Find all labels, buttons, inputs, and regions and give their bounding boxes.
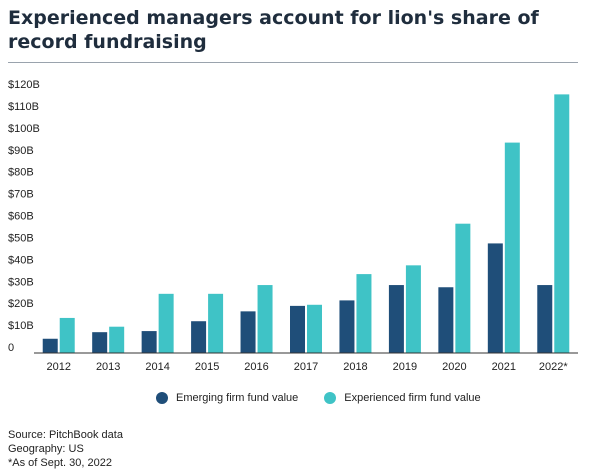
legend-item-experienced: Experienced firm fund value bbox=[324, 392, 481, 404]
y-tick-label: $90B bbox=[8, 145, 34, 157]
y-tick-label: $80B bbox=[8, 167, 34, 179]
y-tick-label: $50B bbox=[8, 232, 34, 244]
x-tick-label: 2021 bbox=[492, 361, 516, 373]
bar-emerging-2015 bbox=[191, 321, 207, 353]
x-axis-ticks: 2012 2013 2014 2015 2016 2017 2018 2019 2020 2021… bbox=[46, 361, 568, 373]
bar-experienced-2022 bbox=[554, 94, 570, 353]
bar-emerging-2012 bbox=[42, 338, 58, 353]
y-tick-label: $100B bbox=[8, 123, 40, 135]
legend-item-emerging: Emerging firm fund value bbox=[156, 392, 298, 404]
x-tick-label: 2020 bbox=[442, 361, 466, 373]
bar-experienced-2012 bbox=[59, 317, 75, 353]
bar-emerging-2019 bbox=[388, 285, 404, 353]
legend: Emerging firm fund value Experienced fir… bbox=[156, 390, 507, 406]
bar-emerging-2016 bbox=[240, 311, 256, 353]
bar-experienced-2016 bbox=[257, 285, 273, 353]
x-tick-label: 2018 bbox=[343, 361, 367, 373]
bar-experienced-2015 bbox=[208, 293, 224, 353]
legend-label-experienced: Experienced firm fund value bbox=[344, 392, 481, 404]
legend-label-emerging: Emerging firm fund value bbox=[176, 392, 299, 404]
bar-emerging-2014 bbox=[141, 331, 157, 353]
x-tick-label: 2015 bbox=[195, 361, 219, 373]
bars bbox=[42, 94, 570, 353]
chart-title: Experienced managers account for lion's … bbox=[8, 7, 539, 53]
bar-experienced-2018 bbox=[356, 274, 372, 353]
bar-emerging-2020 bbox=[438, 287, 454, 353]
y-tick-label: $60B bbox=[8, 211, 34, 223]
x-tick-label: 2022* bbox=[539, 361, 568, 373]
x-tick-label: 2012 bbox=[46, 361, 70, 373]
bar-experienced-2017 bbox=[307, 304, 322, 353]
geography-note: Geography: US bbox=[8, 443, 84, 455]
y-tick-label: $70B bbox=[8, 189, 34, 201]
y-tick-label: $30B bbox=[8, 276, 34, 288]
asof-note: *As of Sept. 30, 2022 bbox=[8, 457, 112, 469]
footnotes: Source: PitchBook data Geography: US *As… bbox=[8, 428, 123, 470]
bar-emerging-2021 bbox=[487, 243, 503, 353]
bar-experienced-2014 bbox=[158, 293, 174, 353]
bar-experienced-2013 bbox=[109, 326, 125, 353]
x-tick-label: 2014 bbox=[145, 361, 169, 373]
bar-experienced-2021 bbox=[504, 142, 520, 353]
bar-emerging-2022 bbox=[537, 285, 553, 353]
x-tick-label: 2013 bbox=[96, 361, 120, 373]
y-tick-label: $20B bbox=[8, 298, 34, 310]
source-note: Source: PitchBook data bbox=[8, 429, 123, 441]
y-tick-label: $110B bbox=[8, 101, 39, 113]
bar-emerging-2013 bbox=[92, 332, 108, 353]
title-divider bbox=[8, 62, 578, 63]
y-tick-label: $10B bbox=[8, 320, 34, 332]
legend-swatch-experienced bbox=[324, 392, 337, 404]
x-tick-label: 2016 bbox=[244, 361, 268, 373]
bar-experienced-2020 bbox=[455, 223, 471, 353]
bar-emerging-2018 bbox=[339, 300, 355, 353]
bar-experienced-2019 bbox=[405, 265, 421, 353]
legend-swatch-emerging bbox=[156, 392, 168, 404]
y-tick-label: 0 bbox=[8, 342, 14, 354]
y-tick-label: $40B bbox=[8, 254, 34, 266]
y-axis-ticks: 0 $10B $20B $30B $40B $50B $60B $70B $80B $90B $10… bbox=[8, 79, 40, 354]
x-tick-label: 2017 bbox=[294, 361, 318, 373]
bar-emerging-2017 bbox=[290, 305, 305, 353]
y-tick-label: $120B bbox=[8, 79, 40, 91]
x-tick-label: 2019 bbox=[393, 361, 417, 373]
